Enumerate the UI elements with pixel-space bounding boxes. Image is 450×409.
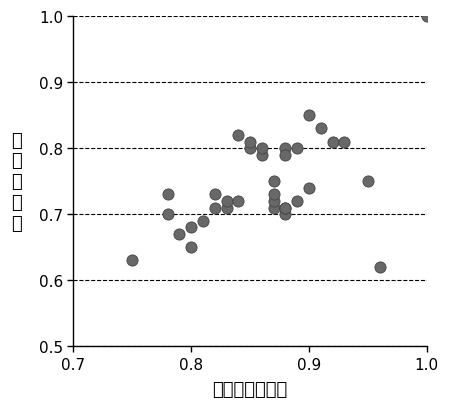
Point <box>282 205 289 211</box>
Point <box>247 146 254 152</box>
Point <box>188 225 195 231</box>
Point <box>270 178 277 185</box>
Point <box>235 133 242 139</box>
Point <box>258 152 265 159</box>
Point <box>282 205 289 211</box>
Point <box>282 152 289 159</box>
Point <box>176 231 183 238</box>
Point <box>306 185 313 191</box>
Point <box>282 146 289 152</box>
Point <box>423 14 431 20</box>
Point <box>294 198 301 205</box>
X-axis label: 相対的労働の質: 相対的労働の質 <box>212 380 288 398</box>
Point <box>258 146 265 152</box>
Point <box>211 205 218 211</box>
Point <box>364 178 372 185</box>
Point <box>247 139 254 146</box>
Point <box>270 198 277 205</box>
Y-axis label: 労
働
生
産
性: 労 働 生 産 性 <box>11 131 22 232</box>
Point <box>129 257 136 264</box>
Point <box>188 244 195 251</box>
Point <box>199 218 207 225</box>
Point <box>235 198 242 205</box>
Point <box>164 211 171 218</box>
Point <box>329 139 336 146</box>
Point <box>223 205 230 211</box>
Point <box>317 126 324 132</box>
Point <box>270 205 277 211</box>
Point <box>211 191 218 198</box>
Point <box>306 112 313 119</box>
Point <box>282 211 289 218</box>
Point <box>341 139 348 146</box>
Point <box>294 146 301 152</box>
Point <box>164 191 171 198</box>
Point <box>376 264 383 270</box>
Point <box>223 198 230 205</box>
Point <box>270 191 277 198</box>
